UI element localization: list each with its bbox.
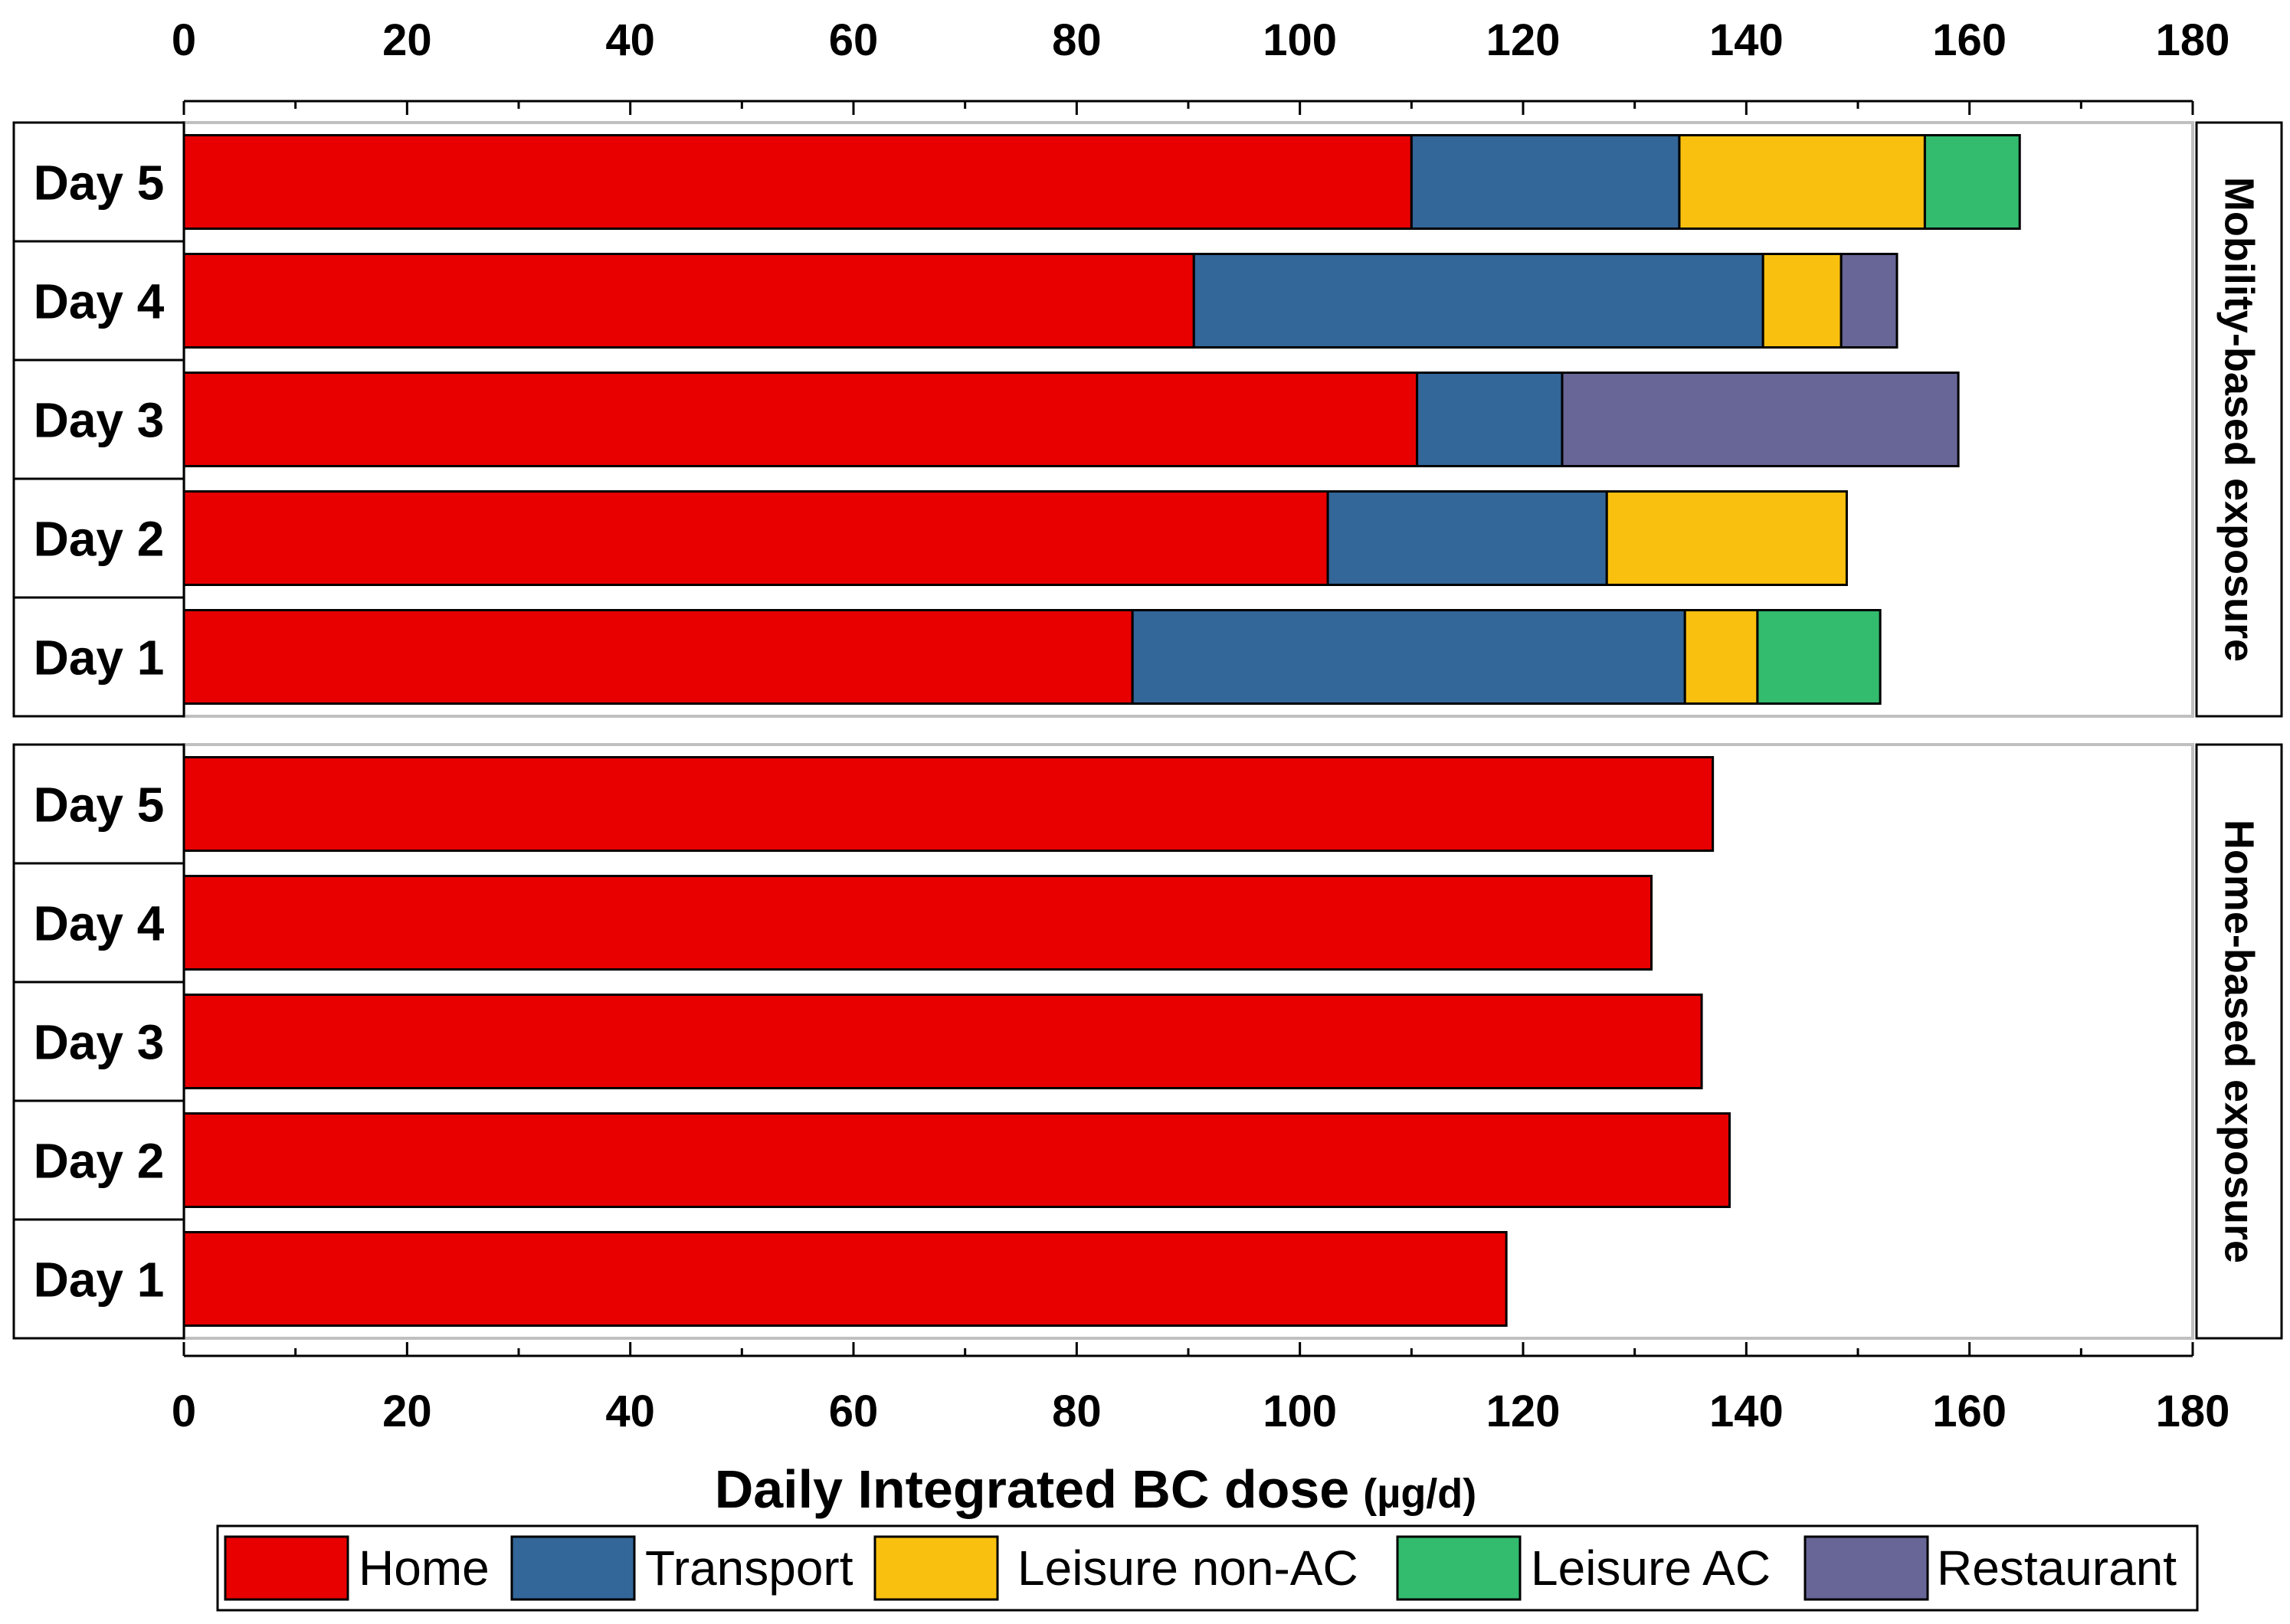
tick-label: 40 — [605, 1387, 655, 1436]
legend-label: Restaurant — [1937, 1541, 2177, 1596]
legend-swatch — [510, 1535, 636, 1601]
x-axis-title-unit: (µg/d) — [1363, 1471, 1476, 1517]
bar-segment — [182, 134, 1413, 230]
tick-label: 120 — [1486, 1387, 1561, 1436]
bar-segment — [1192, 253, 1764, 349]
tick-label: 160 — [1932, 15, 2007, 65]
bar-segment — [182, 1112, 1731, 1208]
x-axis-title-text: Daily Integrated BC dose — [715, 1459, 1350, 1519]
bar-segment — [182, 1231, 1508, 1327]
tick-label: 80 — [1052, 15, 1102, 65]
bar-segment — [182, 253, 1195, 349]
legend-label: Home — [359, 1541, 490, 1596]
tick-label: 0 — [172, 15, 196, 65]
day-label: Day 1 — [34, 630, 165, 686]
bar-segment — [182, 372, 1419, 467]
top-x-axis: 0 20 40 60 80 100 120 140 160 180 — [172, 15, 2230, 115]
tick-label: 160 — [1932, 1387, 2007, 1436]
day-label: Day 3 — [34, 1015, 165, 1070]
legend-swatch — [873, 1535, 999, 1601]
day-label-box — [12, 1099, 185, 1221]
tick-label: 80 — [1052, 1387, 1102, 1436]
day-label-box — [12, 743, 185, 865]
panel-strip-label: Mobility-based exposure — [2216, 177, 2262, 662]
day-label-box — [12, 981, 185, 1102]
legend-label: Leisure non-AC — [1017, 1541, 1358, 1596]
legend-label: Leisure AC — [1531, 1541, 1771, 1596]
chart-panels: Day 5 Day 4 Day 3 Day 2 Day 1 Mobility-based … — [12, 121, 2283, 1340]
tick-label: 140 — [1709, 1387, 1784, 1436]
bar-segment — [1761, 253, 1843, 349]
day-label: Day 1 — [34, 1252, 165, 1308]
tick-label: 100 — [1263, 1387, 1337, 1436]
tick-label: 180 — [2156, 15, 2230, 65]
tick-label: 100 — [1263, 15, 1337, 65]
legend-label: Transport — [645, 1541, 853, 1596]
day-label: Day 2 — [34, 512, 165, 567]
day-label: Day 2 — [34, 1134, 165, 1189]
tick-label: 60 — [829, 15, 879, 65]
day-label: Day 5 — [34, 778, 165, 833]
bar-segment — [182, 490, 1329, 586]
tick-label: 40 — [605, 15, 655, 65]
panel-strip — [2195, 743, 2283, 1340]
x-axis-title: Daily Integrated BC dose (µg/d) — [715, 1459, 1477, 1519]
day-label-box — [12, 240, 185, 362]
bar-segment — [1131, 609, 1686, 705]
day-label: Day 5 — [34, 156, 165, 211]
legend-swatch — [1803, 1535, 1929, 1601]
day-label-box — [12, 596, 185, 718]
bar-segment — [1840, 253, 1899, 349]
bar-segment — [182, 756, 1715, 852]
day-label-box — [12, 121, 185, 243]
bottom-x-axis: 0 20 40 60 80 100 120 140 160 180 — [172, 1342, 2230, 1436]
panel: Day 5 Day 4 Day 3 Day 2 Day 1 Home-based expo… — [12, 743, 2283, 1340]
chart-legend: Home Transport Leisure non-AC Leisure AC Res… — [216, 1524, 2199, 1612]
day-label: Day 4 — [34, 896, 165, 951]
bar-segment — [1756, 609, 1882, 705]
day-label-box — [12, 1218, 185, 1340]
tick-label: 0 — [172, 1387, 196, 1436]
tick-label: 20 — [382, 1387, 432, 1436]
bar-segment — [182, 609, 1134, 705]
tick-label: 20 — [382, 15, 432, 65]
bar-segment — [1416, 372, 1564, 467]
bar-segment — [1561, 372, 1960, 467]
day-label: Day 3 — [34, 393, 165, 448]
bar-segment — [1678, 134, 1926, 230]
tick-label: 60 — [829, 1387, 879, 1436]
panel-strip-label: Home-based exposure — [2216, 820, 2262, 1263]
day-label: Day 4 — [34, 274, 165, 329]
tick-label: 180 — [2156, 1387, 2230, 1436]
legend-swatch — [224, 1535, 349, 1601]
tick-label: 140 — [1709, 15, 1784, 65]
bar-segment — [1683, 609, 1759, 705]
panel: Day 5 Day 4 Day 3 Day 2 Day 1 Mobility-based … — [12, 121, 2283, 718]
tick-label: 120 — [1486, 15, 1561, 65]
bar-segment — [1410, 134, 1681, 230]
bar-segment — [1326, 490, 1608, 586]
panel-strip — [2195, 121, 2283, 718]
bar-segment — [182, 875, 1653, 971]
day-label-box — [12, 862, 185, 984]
legend-swatch — [1396, 1535, 1522, 1601]
bar-segment — [1605, 490, 1848, 586]
bar-segment — [182, 994, 1703, 1089]
bar-segment — [1923, 134, 2021, 230]
